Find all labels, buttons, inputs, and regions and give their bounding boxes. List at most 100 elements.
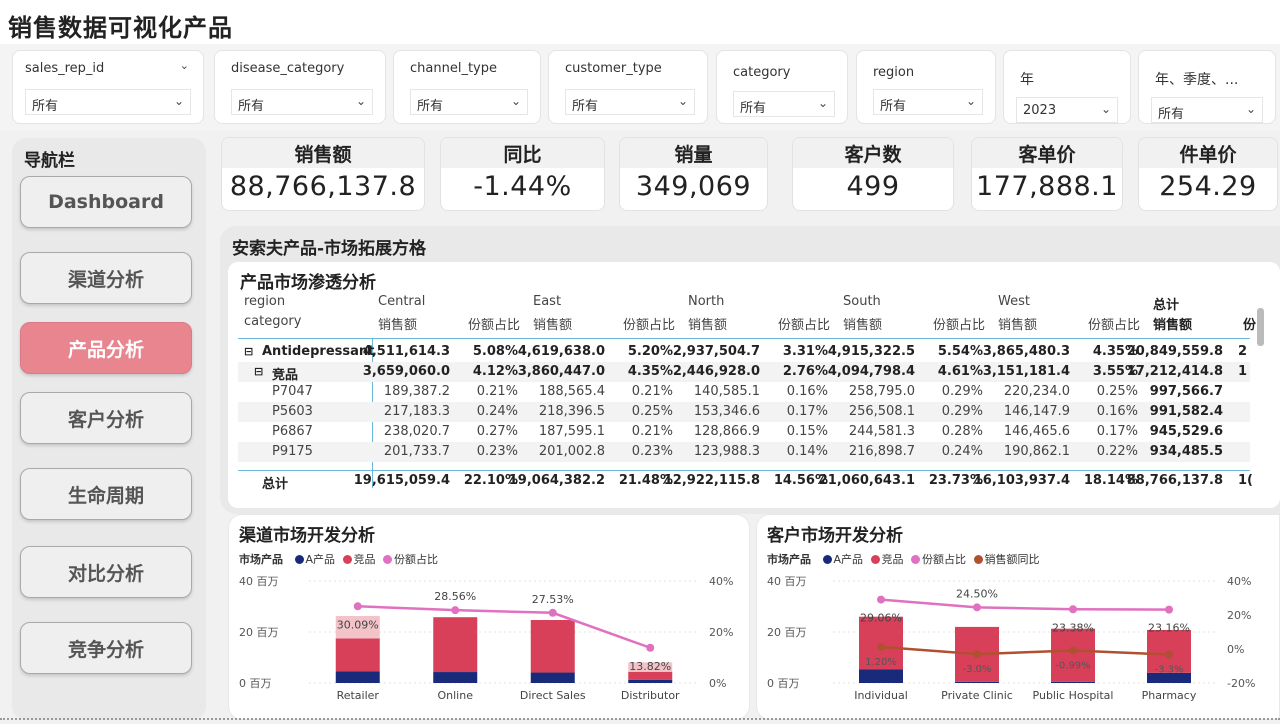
table-row[interactable]: P5603 217,183.3 0.24% 218,396.5 0.25% 153,346… [238,402,1250,422]
filter-sales-rep[interactable]: sales_rep_id ⌄ 所有 ⌄ [12,50,204,124]
filter-disease-category[interactable]: disease_category 所有 ⌄ [214,50,386,124]
table-cell: 4.35% [627,364,673,379]
table-cell: 17,212,414.8 [1126,364,1223,379]
table-cell: 0.16% [786,384,828,399]
bar-竞品 [628,671,673,680]
filter-year-quarter[interactable]: 年、季度、... 所有 ⌄ [1138,50,1276,124]
filter-region[interactable]: region 所有 ⌄ [856,50,996,124]
filter-dropdown[interactable]: 所有 ⌄ [733,91,835,117]
kpi-value: 499 [846,171,900,202]
table-scrollbar[interactable] [1257,308,1264,346]
nav-competition-button[interactable]: 竞争分析 [20,622,192,674]
legend-item: 份额占比 [922,553,967,566]
table-row[interactable]: P6867 238,020.7 0.27% 187,595.1 0.21% 128,866… [238,422,1250,442]
chevron-down-icon[interactable]: ⌄ [179,59,189,72]
filter-dropdown[interactable]: 所有 ⌄ [873,89,983,115]
x-tick-label: Pharmacy [1142,689,1197,702]
kpi-card-avg-order: 客单价 177,888.1 [971,137,1123,211]
header-sales: 销售额 [843,318,883,333]
data-label: 24.50% [956,587,998,600]
nav-dashboard-button[interactable]: Dashboard [20,176,192,228]
table-cell: 0.23% [631,444,673,459]
table-cell: 4,619,638.0 [517,344,605,359]
bar-竞品 [433,617,478,673]
row-label: P7047 [272,384,313,399]
x-tick-label: Distributor [621,689,680,702]
filter-value: 2023 [1023,103,1057,118]
table-cell: 244,581.3 [848,424,915,439]
nav-comparison-button[interactable]: 对比分析 [20,546,192,598]
kpi-value: 254.29 [1159,171,1257,202]
table-cell: 4.61% [937,364,983,379]
header-region-south: South [843,294,881,309]
table-cell: 188,565.4 [538,384,605,399]
table-cell: 0.14% [786,444,828,459]
filter-dropdown[interactable]: 所有 ⌄ [1151,97,1263,123]
expand-collapse-icon[interactable]: ⊟ [254,365,264,378]
filter-category[interactable]: category 所有 ⌄ [716,50,848,124]
chart-title: 渠道市场开发分析 [239,526,375,546]
filter-value: 所有 [880,99,907,114]
filter-dropdown[interactable]: 所有 ⌄ [25,89,191,115]
nav-product-analysis-button[interactable]: 产品分析 [20,322,192,374]
table-row[interactable]: P7047 189,387.2 0.21% 188,565.4 0.21% 140,585… [238,382,1250,402]
table-row[interactable]: ⊟ 竞品 3,659,060.0 4.12% 3,860,447.0 4.35% 2,446… [238,362,1250,383]
table-cell: 18.14% [1083,473,1138,488]
filter-customer-type[interactable]: customer_type 所有 ⌄ [548,50,708,124]
channel-chart-card: 渠道市场开发分析 市场产品 A产品 竞品 份额占比 40 百万 20 百万 0 百万… [228,514,750,720]
filter-channel-type[interactable]: channel_type 所有 ⌄ [393,50,541,124]
filter-label: sales_rep_id [25,61,105,76]
filter-dropdown[interactable]: 所有 ⌄ [565,89,695,115]
bar-A产品 [530,672,575,683]
header-divider [238,338,1250,339]
legend-item: A产品 [833,553,864,566]
nav-channel-analysis-button[interactable]: 渠道分析 [20,252,192,304]
table-cell: 2.76% [782,364,828,379]
table-cell: 22.10% [463,473,518,488]
bar-竞品 [530,620,575,673]
filter-year[interactable]: 年 2023 ⌄ [1003,50,1131,124]
row-label: Antidepressant [262,344,375,359]
table-cell: 0.25% [631,404,673,419]
nav-lifecycle-button[interactable]: 生命周期 [20,468,192,520]
table-cell-cut: 2 [1238,344,1248,359]
data-label: 28.56% [434,590,476,603]
x-tick-label: Direct Sales [520,689,586,702]
filter-dropdown[interactable]: 所有 ⌄ [231,89,373,115]
filter-value: 所有 [417,99,444,114]
y-tick-label: 40 百万 [239,575,279,588]
table-cell: 0.24% [941,444,983,459]
kpi-label: 销售额 [222,138,424,168]
kpi-label: 客单价 [972,138,1122,168]
y2-tick-label: -20% [1227,677,1255,690]
table-cell: 201,002.8 [538,444,605,459]
legend-dot-icon [383,555,393,564]
chevron-down-icon: ⌄ [1245,102,1256,116]
chevron-down-icon: ⌄ [173,94,184,108]
expand-collapse-icon[interactable]: ⊟ [244,345,254,358]
filter-dropdown[interactable]: 2023 ⌄ [1016,97,1118,123]
legend-item: 份额占比 [394,553,439,566]
table-cell: 256,508.1 [848,404,915,419]
table-cell: 3.55% [1092,364,1138,379]
bar-A产品 [955,681,999,683]
table-cell: 4.35% [1092,344,1138,359]
bar-highlight-segment [628,662,673,672]
table-cell: 0.15% [786,424,828,439]
kpi-label: 客户数 [793,138,953,168]
table-cell: 258,795.0 [848,384,915,399]
table-cell: 0.28% [941,424,983,439]
table-row[interactable]: ⊟ Antidepressant 4,511,614.3 5.08% 4,619,638… [238,342,1250,362]
filter-dropdown[interactable]: 所有 ⌄ [410,89,528,115]
line-份额占比 [880,598,1170,611]
table-cell: 146,147.9 [1003,404,1070,419]
table-row[interactable]: P9175 201,733.7 0.23% 201,002.8 0.23% 123,988… [238,442,1250,462]
nav-title: 导航栏 [24,151,75,171]
table-cell: 0.25% [1096,384,1138,399]
nav-customer-analysis-button[interactable]: 客户分析 [20,392,192,444]
bar-A产品 [628,679,673,683]
table-title: 产品市场渗透分析 [240,273,376,293]
legend-dot-icon [870,555,880,564]
table-cell: 0.21% [631,424,673,439]
table-cell: 0.27% [476,424,518,439]
